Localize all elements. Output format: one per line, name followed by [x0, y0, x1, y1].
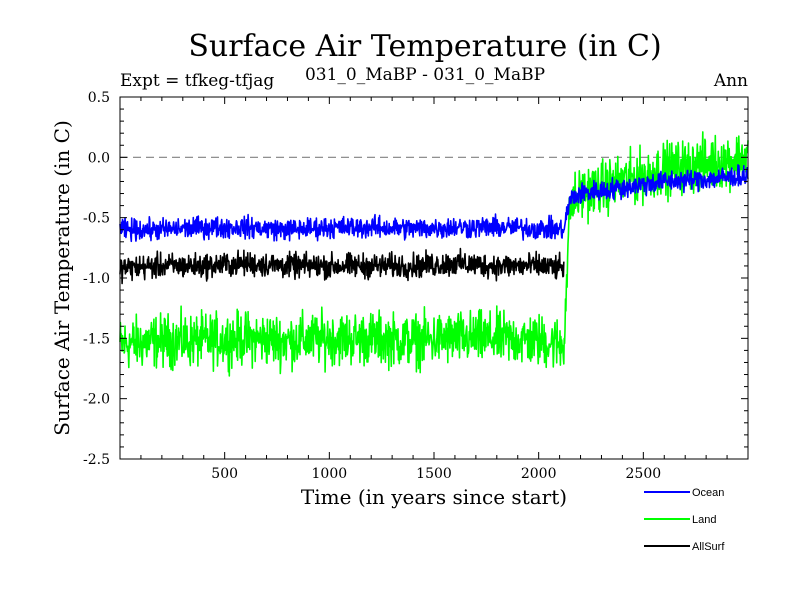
- x-tick-label: 500: [211, 466, 238, 482]
- y-tick-label: 0.5: [88, 90, 110, 106]
- x-tick-label: 1000: [312, 466, 348, 482]
- series-line-allsurf: [119, 247, 565, 285]
- legend-label-land: Land: [692, 514, 716, 526]
- legend-label-ocean: Ocean: [692, 487, 724, 499]
- y-tick-label: -2.5: [83, 452, 110, 468]
- plot-frame: [119, 96, 749, 460]
- y-tick-label: 0.0: [88, 150, 110, 166]
- y-tick-label: -1.0: [83, 271, 110, 287]
- season-label: Ann: [713, 71, 748, 91]
- x-tick-label: 1500: [416, 466, 452, 482]
- series-line-land: [119, 131, 749, 377]
- y-tick-label: -0.5: [83, 211, 110, 227]
- series-line-ocean: [119, 164, 749, 243]
- expt-label: Expt = tfkeg-tfjag: [120, 71, 274, 91]
- x-tick-label: 2000: [521, 466, 557, 482]
- y-tick-label: -1.5: [83, 331, 110, 347]
- chart-subtitle: 031_0_MaBP - 031_0_MaBP: [305, 65, 545, 85]
- y-axis-label: Surface Air Temperature (in C): [50, 120, 74, 436]
- x-axis-ticks: 500 1000 1500 2000 2500: [140, 97, 728, 482]
- y-tick-label: -2.0: [83, 392, 110, 408]
- legend-label-allsurf: AllSurf: [692, 541, 725, 553]
- x-tick-label: 2500: [626, 466, 662, 482]
- x-axis-label: Time (in years since start): [301, 485, 567, 509]
- series-group: [119, 131, 749, 377]
- y-axis-ticks: -2.5 -2.0 -1.5 -1.0 -0.5 0.0 0.5: [83, 90, 748, 468]
- legend: Ocean Land AllSurf: [644, 487, 725, 553]
- chart-title: Surface Air Temperature (in C): [188, 29, 661, 64]
